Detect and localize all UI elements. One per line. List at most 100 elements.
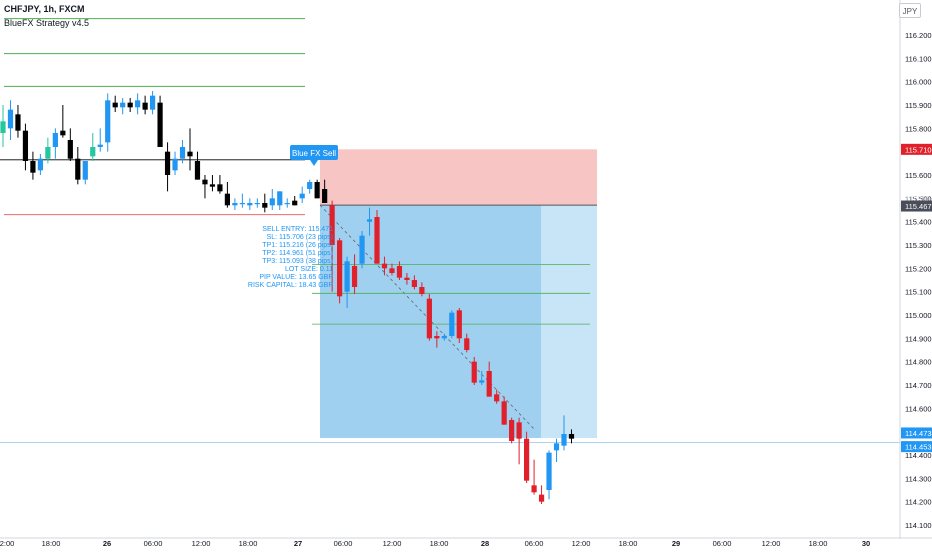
candle-body [284,203,290,205]
candle-body [52,133,58,147]
candle-body [90,147,96,157]
time-tick-label: 18:00 [619,539,638,548]
candle-body [60,130,66,136]
time-tick-label: 06:00 [713,539,732,548]
trade-path-line [319,204,536,431]
time-axis[interactable]: 2:00 18:00 26 06:00 12:00 18:00 27 06:00 12:00 18… [0,537,932,550]
price-tick-label: 114.300 [905,474,932,483]
candle-body [202,179,208,185]
price-tick-label: 114.400 [905,451,932,460]
candle-body [15,114,21,131]
signal-info-line: RISK CAPITAL: 18.43 GBP [248,282,333,289]
candle-body [501,401,507,425]
candle-body [142,102,148,110]
candle-body [389,268,395,273]
currency-button[interactable]: JPY [899,3,921,18]
candle-body [120,102,126,108]
price-tick-label: 115.300 [905,241,932,250]
candle-body [67,140,73,159]
candle-body [292,200,298,206]
candle-body [7,109,14,129]
signal-info-line: TP3: 115.093 (38 pips) [262,258,333,265]
price-tick-label: 116.200 [905,31,932,40]
price-tick-label: 114.100 [905,521,932,530]
price-tick-label: 116.000 [905,78,932,87]
candle-body [37,158,43,171]
price-tick-label: 115.600 [905,171,932,180]
candle-body [112,102,118,108]
price-badge-label: 114.453 [905,443,932,452]
price-badge [901,427,932,439]
take-profit-zone-extension [541,205,597,438]
candle-body [456,310,462,339]
candle-body [209,184,216,187]
price-tick-label: 115.400 [905,218,932,227]
price-badge-label: 115.710 [905,145,932,154]
candle-body [479,380,485,383]
candle-body [404,277,410,280]
time-tick-label: 18:00 [430,539,449,548]
candle-body [494,394,500,402]
candle-body [524,438,530,481]
candle-body [179,147,186,159]
candles [0,91,575,504]
price-tick-label: 115.200 [905,264,932,273]
faint-price-label: 115.500 [905,196,930,203]
candle-body [314,182,320,199]
signal-info-line: SL: 115.706 (23 pips) [267,234,333,241]
candle-body [194,161,201,180]
candle-body [75,158,81,180]
price-tick-label: 114.900 [905,334,932,343]
price-badge-label: 114.473 [905,429,932,438]
candle-body [254,203,260,205]
candle-body [307,182,313,189]
price-tick-label: 114.800 [905,358,932,367]
price-tick-label: 115.000 [905,311,932,320]
candle-body [351,266,358,287]
price-tick-label: 114.200 [905,498,932,507]
stop-loss-zone [320,149,597,206]
signal-info-line: LOT SIZE: 0.11 [285,266,333,273]
candle-body [224,193,230,206]
candle-body [471,361,477,383]
candle-body [157,102,163,147]
candle-body [277,191,283,206]
candle-body [187,151,193,157]
candle-body [568,434,575,439]
candle-body [344,261,350,292]
time-tick-label: 18:00 [239,539,258,548]
candle-body [135,100,141,108]
time-axis-bg [0,539,932,550]
candle-body [329,205,335,245]
candle-body [172,158,178,171]
time-tick-label: 2:00 [0,539,14,548]
candle-body [464,338,470,350]
time-tick-label: 27 [294,539,302,548]
time-tick-label: 29 [672,539,680,548]
time-tick-label: 06:00 [525,539,544,548]
candle-body [164,151,171,175]
price-badge-label: 115.467 [905,202,932,211]
candle-body [322,189,328,203]
signal-info-line: TP1: 115.216 (26 pips) [262,242,333,249]
candle-body [30,161,36,173]
candle-body [486,371,492,397]
candle-body [561,434,567,446]
candle-body [449,312,455,336]
candle-body [538,494,545,502]
candle-body [374,217,380,264]
candle-body [97,144,103,147]
price-axis[interactable]: 116.200 116.100 116.000 115.900 115.800 115.7… [899,0,932,550]
time-tick-label: 12:00 [572,539,591,548]
candle-body [299,193,305,199]
signal-label-text: Blue FX Sell [292,149,336,158]
candle-body [269,198,275,206]
time-tick-label: 12:00 [762,539,781,548]
candle-body [396,266,403,278]
candle-body [531,485,537,493]
time-tick-label: 12:00 [192,539,211,548]
candle-body [22,130,29,161]
signal-label-box[interactable] [290,145,338,160]
